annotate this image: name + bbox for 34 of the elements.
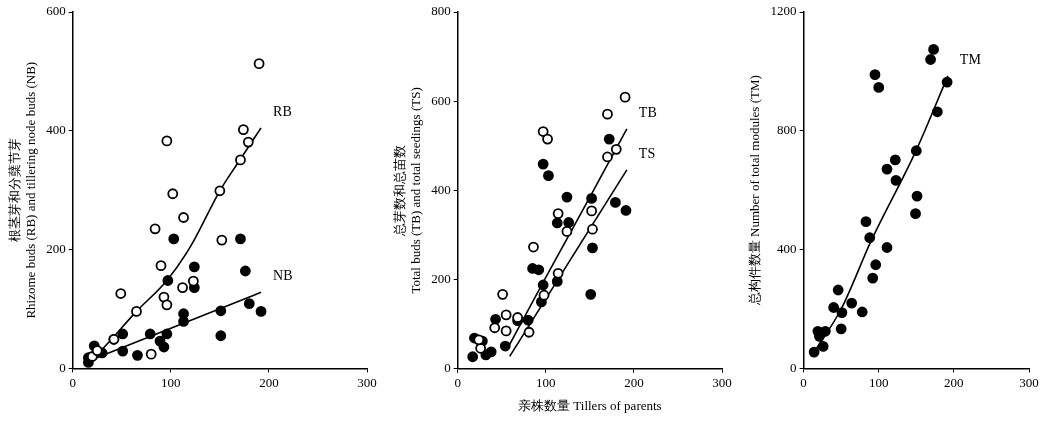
series-label: NB xyxy=(273,268,293,284)
series-label: RB xyxy=(273,103,292,119)
y-tick-label: 400 xyxy=(46,122,66,138)
y-axis-title: 总芽数和总苗数 Total buds (TB) and total seedings (TS) xyxy=(392,87,423,294)
y-tick-label: 1200 xyxy=(770,3,797,19)
y-tick-label: 400 xyxy=(777,241,797,257)
x-axis-title: 亲株数量 Tillers of parents xyxy=(518,397,662,413)
y-tick-label: 0 xyxy=(59,359,66,375)
y-tick-label: 400 xyxy=(431,181,451,197)
x-tick-label: 0 xyxy=(454,375,461,391)
y-axis-title: 根茎芽和分蘖节芽 Rhizome buds (RB) and tillering node buds (NB) xyxy=(7,61,38,319)
x-tick-label: 100 xyxy=(868,374,889,390)
y-axis-title: 总构件数量 Number of total modules (TM) xyxy=(747,75,763,307)
y-tick-label: 600 xyxy=(46,3,66,19)
x-tick-label: 300 xyxy=(712,375,732,391)
y-tick-label: 0 xyxy=(444,360,451,376)
x-tick-label: 200 xyxy=(624,375,644,391)
x-tick-label: 100 xyxy=(161,374,181,390)
x-tick-label: 300 xyxy=(1019,374,1039,390)
y-tick-label: 800 xyxy=(777,122,797,138)
series-label: TB xyxy=(638,104,657,120)
y-tick-label: 600 xyxy=(431,92,451,108)
x-tick-label: 300 xyxy=(357,374,377,390)
x-tick-label: 200 xyxy=(944,374,964,390)
y-tick-label: 200 xyxy=(46,241,66,257)
x-tick-label: 0 xyxy=(800,374,807,390)
x-tick-label: 0 xyxy=(69,374,76,390)
y-tick-label: 0 xyxy=(790,359,797,375)
y-tick-label: 800 xyxy=(431,3,451,19)
y-tick-label: 200 xyxy=(431,271,451,287)
x-tick-label: 200 xyxy=(259,374,279,390)
x-tick-label: 100 xyxy=(536,375,556,391)
series-label: TS xyxy=(638,145,656,161)
series-label: TM xyxy=(959,51,982,67)
